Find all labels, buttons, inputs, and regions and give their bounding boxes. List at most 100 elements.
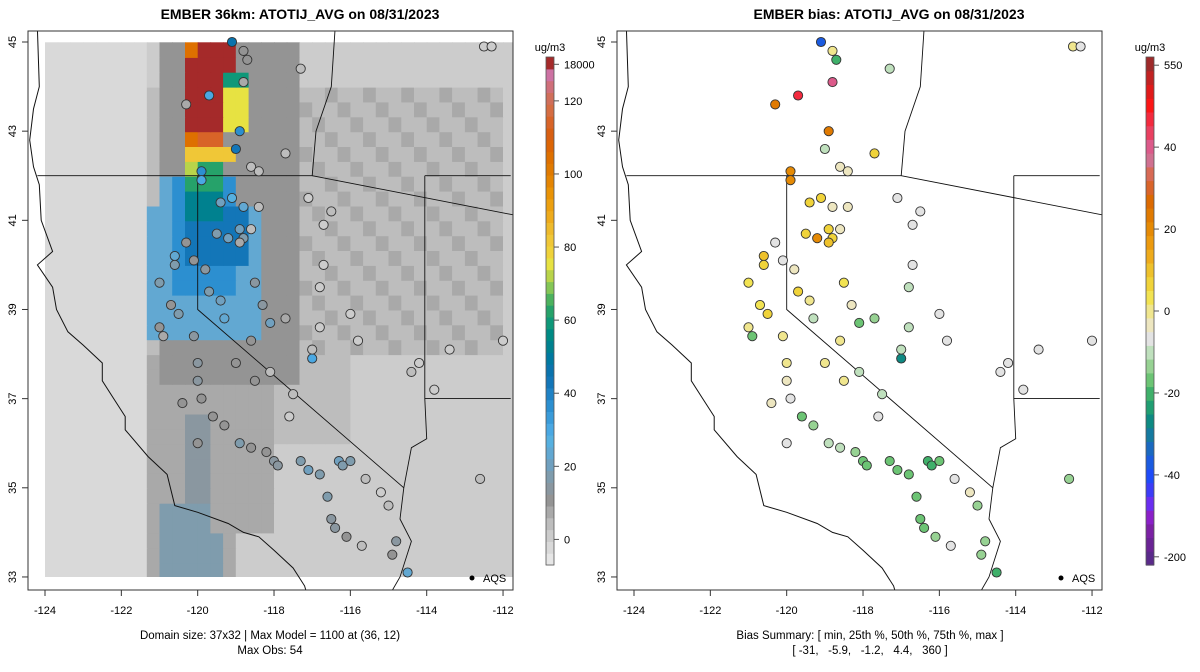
model-grid-cell <box>172 532 186 549</box>
model-grid-cell <box>172 131 186 147</box>
model-grid-cell <box>159 190 173 207</box>
aqs-site-marker <box>230 357 241 369</box>
model-grid-cell <box>452 294 466 311</box>
model-grid-cell <box>452 428 466 445</box>
colorbar-swatch <box>1146 400 1154 415</box>
model-grid-cell <box>337 57 351 73</box>
model-grid-cell <box>414 339 428 356</box>
model-grid-cell <box>223 161 237 177</box>
model-grid-cell <box>286 502 301 519</box>
colorbar-frame <box>545 56 555 566</box>
model-grid-cell <box>299 131 313 147</box>
model-grid-cell <box>452 280 466 296</box>
model-grid-cell <box>350 190 364 207</box>
model-grid-cell <box>108 42 122 58</box>
model-grid-cell <box>134 294 148 311</box>
model-grid-cell <box>388 369 402 385</box>
model-grid-cell <box>452 309 466 326</box>
colorbar-swatch <box>546 328 554 342</box>
model-grid-cell <box>439 205 453 222</box>
aqs-site-marker <box>915 206 926 217</box>
model-grid-cell <box>388 101 402 118</box>
colorbar-swatch <box>1146 180 1154 195</box>
model-grid-cell <box>286 294 301 311</box>
model-grid-cell <box>172 57 186 73</box>
aqs-site-marker <box>793 286 804 297</box>
aqs-site-marker <box>211 228 222 239</box>
model-grid-cell <box>134 473 148 489</box>
aqs-site-marker <box>391 536 402 547</box>
aqs-site-marker <box>246 442 257 453</box>
model-grid-cell <box>83 205 97 222</box>
model-grid-cell <box>185 562 199 578</box>
model-grid-cell <box>464 101 479 118</box>
model-grid-cell <box>159 398 173 415</box>
model-grid-cell <box>324 428 339 445</box>
aqs-site-marker <box>192 375 203 386</box>
model-grid-cell <box>299 488 313 504</box>
model-grid-cell <box>363 443 377 460</box>
model-grid-cell <box>337 339 351 356</box>
model-grid-cell <box>388 116 402 133</box>
model-grid-cell <box>108 339 122 356</box>
model-grid-cell <box>134 250 148 266</box>
colorbar-unit-label: ug/m3 <box>1135 42 1166 54</box>
model-grid-cell <box>337 176 351 192</box>
model-grid-cell <box>401 473 415 489</box>
model-grid-cell <box>452 562 466 578</box>
model-grid-cell <box>274 413 288 430</box>
model-grid-cell <box>337 131 351 147</box>
model-grid-cell <box>172 324 186 341</box>
model-grid-cell <box>388 473 402 489</box>
model-grid-cell <box>439 324 453 341</box>
model-grid-cell <box>401 146 415 162</box>
model-grid-cell <box>414 101 428 118</box>
model-grid-cell <box>121 517 135 534</box>
model-grid-cell <box>210 161 224 177</box>
model-grid-cell <box>477 280 491 296</box>
model-grid-cell <box>350 294 364 311</box>
model-grid-cell <box>261 86 275 103</box>
model-grid-cell <box>45 42 59 58</box>
model-grid-cell <box>477 220 491 237</box>
left-plot-frame <box>27 30 514 591</box>
model-grid-cell <box>70 547 84 564</box>
model-grid-cell <box>172 413 186 430</box>
model-grid-cell <box>121 473 135 489</box>
model-grid-cell <box>70 116 84 133</box>
model-grid-cell <box>185 280 199 296</box>
model-grid-cell <box>146 131 161 147</box>
aqs-site-marker <box>288 389 299 400</box>
aqs-site-marker <box>341 531 352 542</box>
model-grid-cell <box>350 473 364 489</box>
model-grid-cell <box>350 443 364 460</box>
model-grid-cell <box>223 458 237 474</box>
model-grid-cell <box>95 384 110 400</box>
model-grid-cell <box>312 205 326 222</box>
right-footer-line2: [ -31, -5.9, -1.2, 4.4, 360 ] <box>792 645 948 657</box>
model-grid-cell <box>388 131 402 147</box>
model-grid-cell <box>375 235 390 251</box>
model-grid-cell <box>375 205 390 222</box>
model-grid-cell <box>452 547 466 564</box>
model-grid-cell <box>235 250 250 266</box>
aqs-site-marker <box>934 308 945 319</box>
model-grid-cell <box>426 488 441 504</box>
aqs-site-marker <box>192 438 203 449</box>
aqs-site-marker <box>196 175 207 186</box>
model-grid-cell <box>299 428 313 445</box>
aqs-site-marker <box>307 344 318 355</box>
model-grid-cell <box>414 413 428 430</box>
aqs-site-marker <box>196 393 207 404</box>
model-grid-cell <box>350 502 364 519</box>
colorbar-swatch <box>546 293 554 306</box>
model-grid-cell <box>337 324 351 341</box>
model-grid-cell <box>375 220 390 237</box>
model-grid-cell <box>159 309 173 326</box>
colorbar-swatch <box>546 411 554 424</box>
aqs-site-marker <box>219 313 230 324</box>
model-grid-cell <box>197 324 212 341</box>
model-grid-cell <box>477 176 491 192</box>
model-grid-cell <box>210 354 224 370</box>
model-grid-cell <box>426 146 441 162</box>
